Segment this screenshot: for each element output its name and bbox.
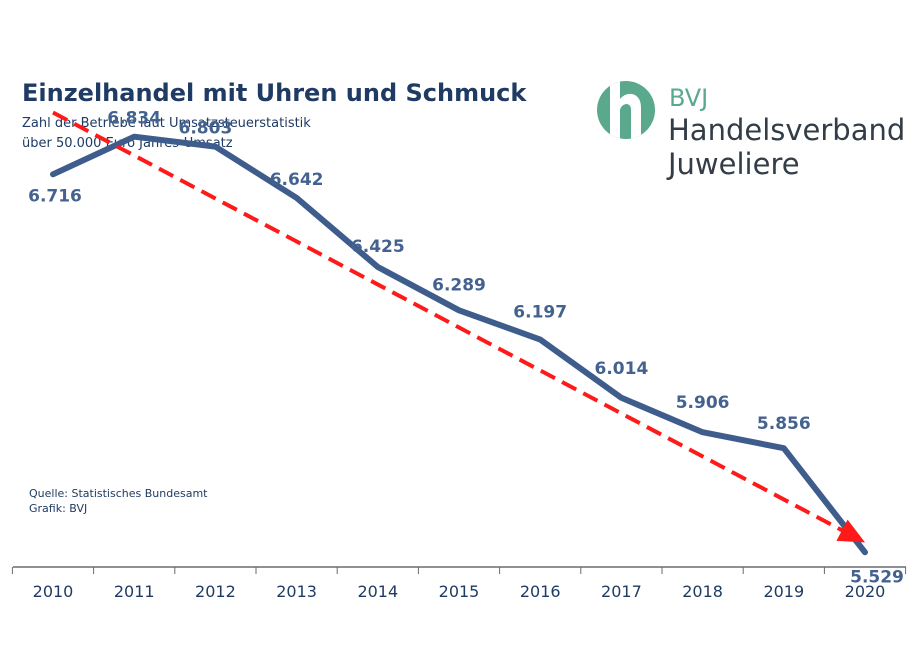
x-axis-tick-labels: 2010 2011 2012 2013 2014 2015 2016 2017 2018 2019… xyxy=(33,582,886,601)
trend-arrowhead xyxy=(836,519,865,543)
plot-area: 6.716 6.834 6.803 6.642 6.425 6.289 6.197 6.014… xyxy=(28,109,904,588)
data-label-2013: 6.642 xyxy=(270,170,324,190)
data-point-2014 xyxy=(375,264,381,270)
series-line xyxy=(50,133,868,556)
x-tick-label-2013: 2013 xyxy=(276,582,317,601)
logo-name-line-1: Handelsverband xyxy=(668,113,905,147)
trend-line xyxy=(52,110,845,533)
source-note-line-2: Grafik: BVJ xyxy=(29,502,87,515)
data-label-2010: 6.716 xyxy=(28,186,82,206)
data-labels: 6.716 6.834 6.803 6.642 6.425 6.289 6.197 6.014… xyxy=(28,109,904,588)
logo-name-line-2: Juweliere xyxy=(666,147,800,181)
x-tick-label-2018: 2018 xyxy=(682,582,723,601)
x-tick-label-2015: 2015 xyxy=(439,582,480,601)
data-point-2012 xyxy=(212,144,218,150)
data-label-2011: 6.834 xyxy=(107,109,161,129)
x-tick-label-2010: 2010 xyxy=(33,582,74,601)
x-axis: 2010 2011 2012 2013 2014 2015 2016 2017 2018 2019… xyxy=(11,566,907,601)
data-point-2018 xyxy=(700,429,706,435)
data-point-2013 xyxy=(294,195,300,201)
logo-abbreviation: BVJ xyxy=(669,84,708,112)
data-label-2017: 6.014 xyxy=(595,359,649,379)
x-tick-label-2016: 2016 xyxy=(520,582,561,601)
data-point-2019 xyxy=(781,445,787,451)
chart-title: Einzelhandel mit Uhren und Schmuck xyxy=(22,79,527,107)
data-point-2017 xyxy=(618,395,624,401)
x-tick-label-2012: 2012 xyxy=(195,582,236,601)
x-tick-label-2014: 2014 xyxy=(357,582,398,601)
x-axis-ticks xyxy=(11,567,907,574)
data-label-2015: 6.289 xyxy=(432,275,486,295)
h-circle-logo-icon xyxy=(597,81,655,139)
data-point-2020 xyxy=(862,549,868,555)
data-point-2010 xyxy=(50,171,56,177)
data-label-2018: 5.906 xyxy=(676,393,730,413)
data-label-2019: 5.856 xyxy=(757,414,811,434)
x-tick-label-2011: 2011 xyxy=(114,582,155,601)
data-label-2012: 6.803 xyxy=(179,119,233,139)
bvj-logo: BVJ Handelsverband Juweliere xyxy=(597,81,905,181)
data-label-2020: 5.529 xyxy=(850,567,904,587)
chart-subtitle-line-1: Zahl der Betriebe laut Umsatzsteuerstati… xyxy=(22,116,311,131)
data-point-2011 xyxy=(131,134,137,140)
x-tick-label-2019: 2019 xyxy=(763,582,804,601)
data-label-2014: 6.425 xyxy=(351,237,405,257)
x-tick-label-2020: 2020 xyxy=(845,582,886,601)
data-point-2015 xyxy=(456,307,462,313)
data-point-2016 xyxy=(537,337,543,343)
source-note-line-1: Quelle: Statistisches Bundesamt xyxy=(29,487,208,500)
x-tick-label-2017: 2017 xyxy=(601,582,642,601)
data-label-2016: 6.197 xyxy=(513,303,567,323)
